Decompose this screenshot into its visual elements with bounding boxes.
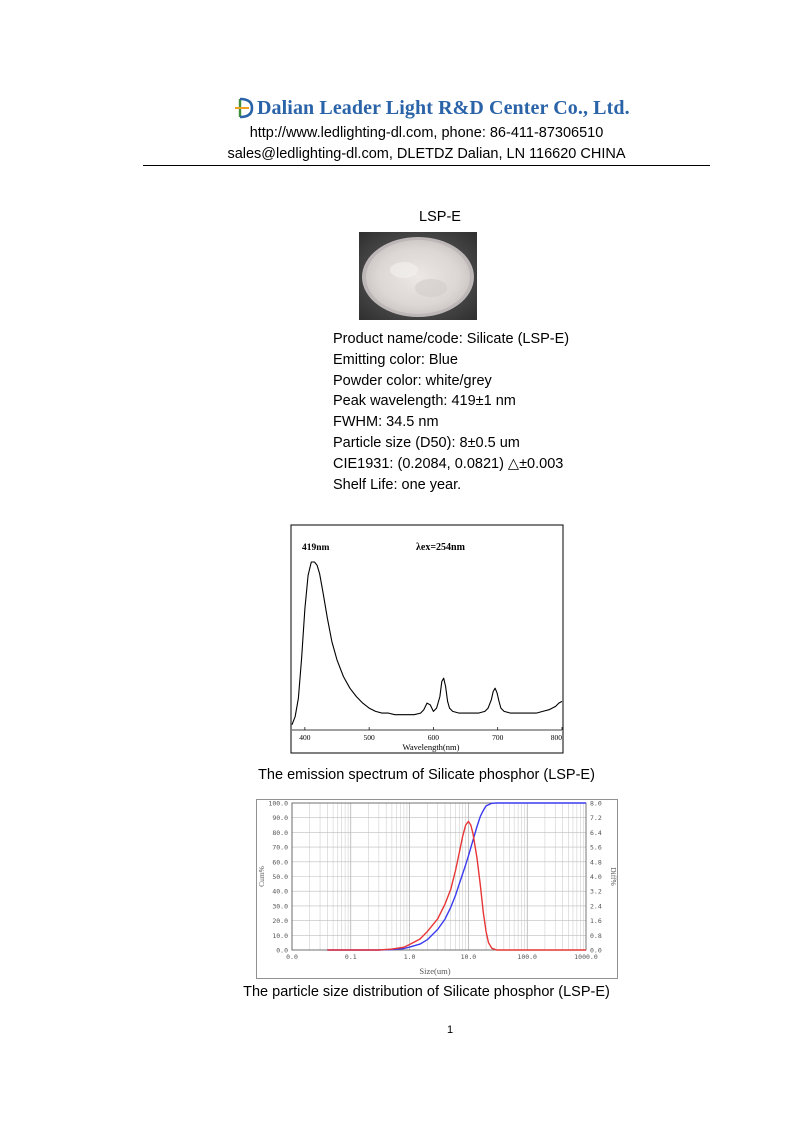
spec-product-name: Product name/code: Silicate (LSP-E) bbox=[333, 331, 570, 347]
psd-left-tick-label: 40.0 bbox=[272, 888, 288, 896]
psd-chart-caption: The particle size distribution of Silica… bbox=[243, 984, 610, 1000]
spec-powder-color: Powder color: white/grey bbox=[333, 372, 492, 389]
psd-right-tick-label: 4.8 bbox=[590, 858, 602, 866]
emission-x-axis-label: Wavelength(nm) bbox=[403, 742, 460, 752]
emission-x-tick-label: 500 bbox=[364, 733, 376, 742]
spec-fwhm: FWHM: 34.5 nm bbox=[333, 414, 439, 431]
page-number: 1 bbox=[446, 1024, 454, 1036]
product-powder-photo bbox=[359, 232, 477, 320]
psd-left-tick-label: 70.0 bbox=[272, 844, 288, 852]
psd-x-axis-label: Size(um) bbox=[419, 966, 450, 976]
product-code-title: LSP-E bbox=[419, 209, 461, 225]
psd-left-tick-label: 0.0 bbox=[276, 947, 288, 955]
spec-emitting-color: Emitting color: Blue bbox=[333, 351, 458, 368]
psd-x-tick-label: 1.0 bbox=[404, 953, 416, 961]
emission-spectrum-chart: 400 500 600 700 800 Wavelength(nm) 419nm λex=25… bbox=[290, 524, 564, 754]
header-contact-email: sales@ledlighting-dl.com, DLETDZ Dalian,… bbox=[227, 146, 626, 162]
emission-x-tick-label: 600 bbox=[428, 733, 440, 742]
psd-x-tick-label: 1000.0 bbox=[574, 953, 598, 961]
psd-left-tick-label: 10.0 bbox=[272, 932, 288, 940]
psd-right-tick-label: 2.4 bbox=[590, 902, 602, 910]
emission-spectrum-line bbox=[291, 561, 563, 725]
psd-left-axis-label: Cum% bbox=[257, 866, 266, 887]
emission-chart-caption: The emission spectrum of Silicate phosph… bbox=[258, 767, 595, 783]
emission-peak-annotation: 419nm bbox=[302, 543, 330, 553]
emission-x-tick-label: 800 bbox=[551, 733, 563, 742]
psd-right-tick-label: 6.4 bbox=[590, 829, 602, 837]
psd-differential-line bbox=[327, 820, 586, 951]
psd-x-tick-label: 10.0 bbox=[461, 953, 477, 961]
psd-right-tick-label: 0.0 bbox=[590, 947, 602, 955]
psd-chart-frame bbox=[256, 799, 618, 979]
psd-right-tick-label: 7.2 bbox=[590, 814, 602, 822]
header-divider bbox=[143, 165, 710, 166]
psd-left-tick-label: 100.0 bbox=[268, 800, 288, 808]
psd-plot-area bbox=[291, 802, 587, 951]
header-contact-web: http://www.ledlighting-dl.com, phone: 86… bbox=[249, 125, 604, 141]
psd-x-tick-label: 0.0 bbox=[286, 953, 298, 961]
emission-excitation-annotation: λex=254nm bbox=[416, 542, 466, 553]
psd-right-tick-label: 0.8 bbox=[590, 932, 602, 940]
emission-x-tick-label: 700 bbox=[492, 733, 504, 742]
spec-cie1931: CIE1931: (0.2084, 0.0821) △±0.003 bbox=[333, 455, 564, 472]
psd-x-tick-label: 100.0 bbox=[517, 953, 537, 961]
psd-left-tick-label: 30.0 bbox=[272, 902, 288, 910]
psd-right-tick-label: 8.0 bbox=[590, 800, 602, 808]
psd-cumulative-line bbox=[327, 802, 586, 951]
spec-peak-wavelength: Peak wavelength: 419±1 nm bbox=[333, 393, 516, 410]
psd-right-axis-label: Diff% bbox=[609, 867, 618, 886]
psd-x-tick-label: 0.1 bbox=[345, 953, 357, 961]
company-logo-icon bbox=[235, 97, 254, 119]
psd-right-tick-label: 1.6 bbox=[590, 917, 602, 925]
psd-right-tick-label: 3.2 bbox=[590, 888, 602, 896]
particle-size-chart: 0.0 10.0 20.0 30.0 40.0 50.0 60.0 70.0 80.0 90.0 1… bbox=[256, 799, 618, 979]
emission-chart-frame bbox=[290, 524, 564, 754]
psd-left-tick-label: 90.0 bbox=[272, 814, 288, 822]
company-name: Dalian Leader Light R&D Center Co., Ltd. bbox=[257, 97, 630, 119]
psd-right-tick-label: 5.6 bbox=[590, 844, 602, 852]
psd-left-tick-label: 50.0 bbox=[272, 873, 288, 881]
spec-particle-size: Particle size (D50): 8±0.5 um bbox=[333, 434, 520, 451]
psd-left-tick-label: 60.0 bbox=[272, 858, 288, 866]
psd-left-tick-label: 80.0 bbox=[272, 829, 288, 837]
psd-right-tick-label: 4.0 bbox=[590, 873, 602, 881]
emission-x-tick-label: 400 bbox=[299, 733, 311, 742]
product-specs: Product name/code: Silicate (LSP-E) Emit… bbox=[333, 329, 569, 495]
spec-shelf-life: Shelf Life: one year. bbox=[333, 476, 462, 493]
psd-left-tick-label: 20.0 bbox=[272, 917, 288, 925]
